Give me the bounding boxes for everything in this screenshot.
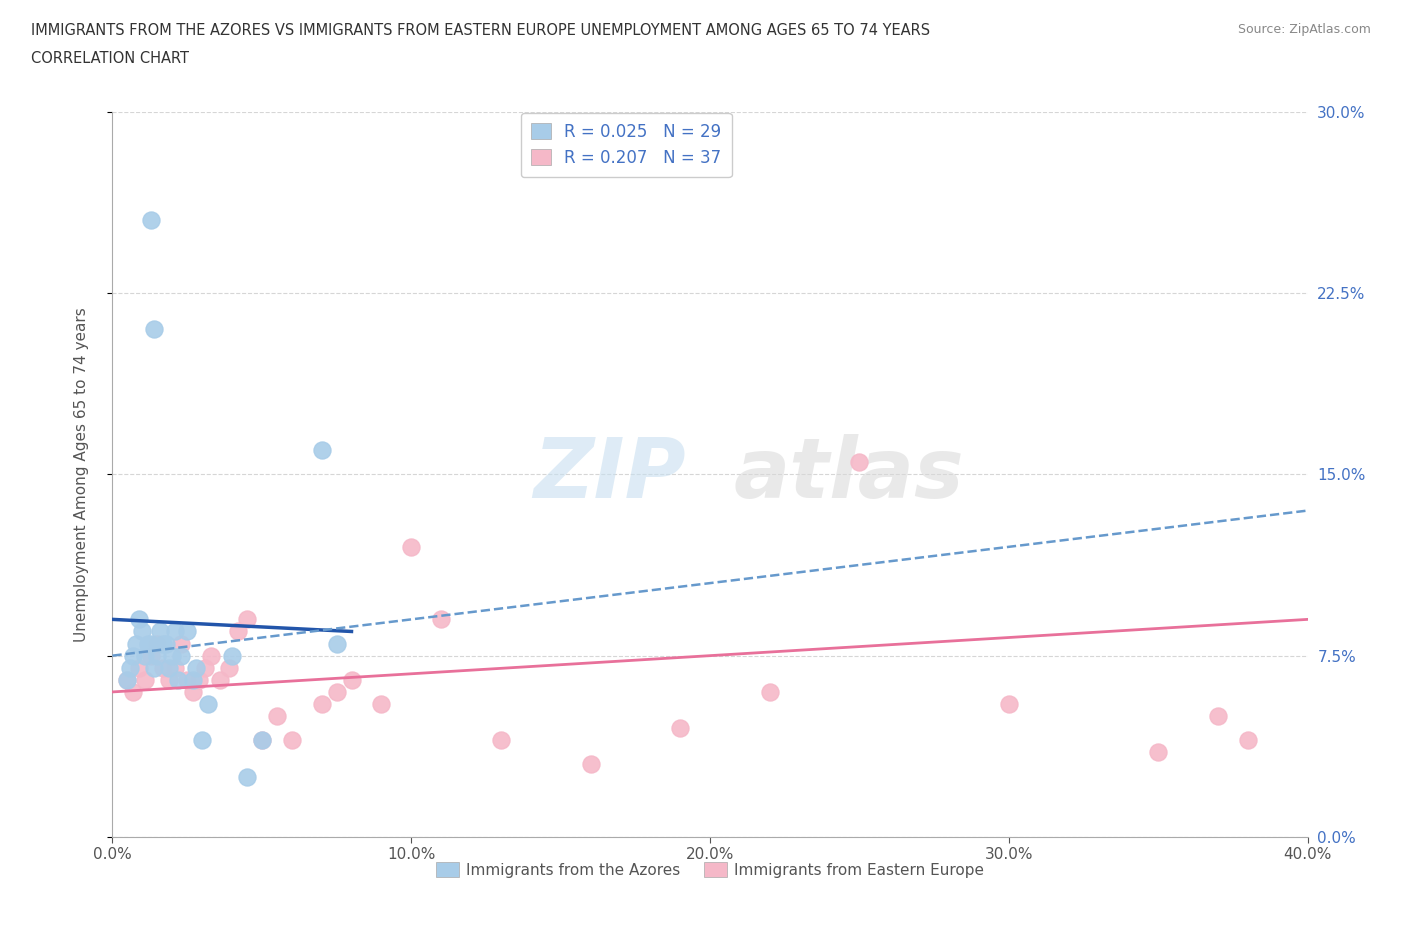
Text: Source: ZipAtlas.com: Source: ZipAtlas.com (1237, 23, 1371, 36)
Point (146, 636, 169, 651)
Point (340, 672, 363, 687)
Point (122, 684, 145, 699)
Point (669, 721, 692, 736)
Point (236, 769, 259, 784)
Point (157, 660, 180, 675)
Point (370, 697, 392, 711)
Point (143, 322, 166, 337)
Point (325, 684, 347, 699)
Point (152, 636, 174, 651)
Text: ZIP: ZIP (533, 433, 686, 515)
Point (1237, 733, 1260, 748)
Point (197, 697, 219, 711)
Text: CORRELATION CHART: CORRELATION CHART (31, 51, 188, 66)
Point (200, 648, 222, 663)
Point (149, 624, 172, 639)
Text: IMMIGRANTS FROM THE AZORES VS IMMIGRANTS FROM EASTERN EUROPE UNEMPLOYMENT AMONG : IMMIGRANTS FROM THE AZORES VS IMMIGRANTS… (31, 23, 929, 38)
Point (134, 672, 156, 687)
Point (162, 648, 183, 663)
Point (401, 539, 423, 554)
Point (155, 636, 177, 651)
Point (131, 624, 153, 639)
Point (120, 660, 142, 675)
Point (759, 684, 782, 699)
Point (848, 455, 870, 470)
Point (226, 624, 249, 639)
Point (1147, 745, 1170, 760)
Point (430, 612, 453, 627)
Y-axis label: Unemployment Among Ages 65 to 74 years: Unemployment Among Ages 65 to 74 years (75, 307, 89, 642)
Point (117, 672, 139, 687)
Point (250, 733, 273, 748)
Point (998, 697, 1021, 711)
Point (209, 672, 232, 687)
Point (176, 672, 198, 687)
Point (170, 636, 193, 651)
Point (194, 660, 217, 675)
Point (221, 648, 243, 663)
Point (122, 648, 145, 663)
Text: atlas: atlas (734, 433, 965, 515)
Point (181, 684, 204, 699)
Legend: Immigrants from the Azores, Immigrants from Eastern Europe: Immigrants from the Azores, Immigrants f… (430, 856, 990, 884)
Point (250, 733, 273, 748)
Point (1206, 709, 1229, 724)
Point (165, 660, 187, 675)
Point (138, 636, 160, 651)
Point (157, 672, 180, 687)
Point (176, 624, 198, 639)
Point (146, 648, 169, 663)
Point (218, 660, 240, 675)
Point (181, 672, 204, 687)
Point (167, 672, 190, 687)
Point (117, 672, 139, 687)
Point (579, 757, 602, 772)
Point (152, 660, 174, 675)
Point (325, 636, 347, 651)
Point (141, 648, 163, 663)
Point (165, 624, 187, 639)
Point (489, 733, 512, 748)
Point (186, 660, 208, 675)
Point (236, 612, 259, 627)
Point (134, 648, 156, 663)
Point (128, 660, 150, 675)
Point (141, 636, 163, 651)
Point (311, 697, 333, 711)
Point (311, 443, 333, 458)
Point (143, 660, 166, 675)
Point (128, 612, 150, 627)
Point (266, 709, 288, 724)
Point (281, 733, 304, 748)
Point (170, 648, 193, 663)
Point (125, 636, 148, 651)
Point (141, 213, 163, 228)
Point (188, 672, 211, 687)
Point (191, 733, 214, 748)
